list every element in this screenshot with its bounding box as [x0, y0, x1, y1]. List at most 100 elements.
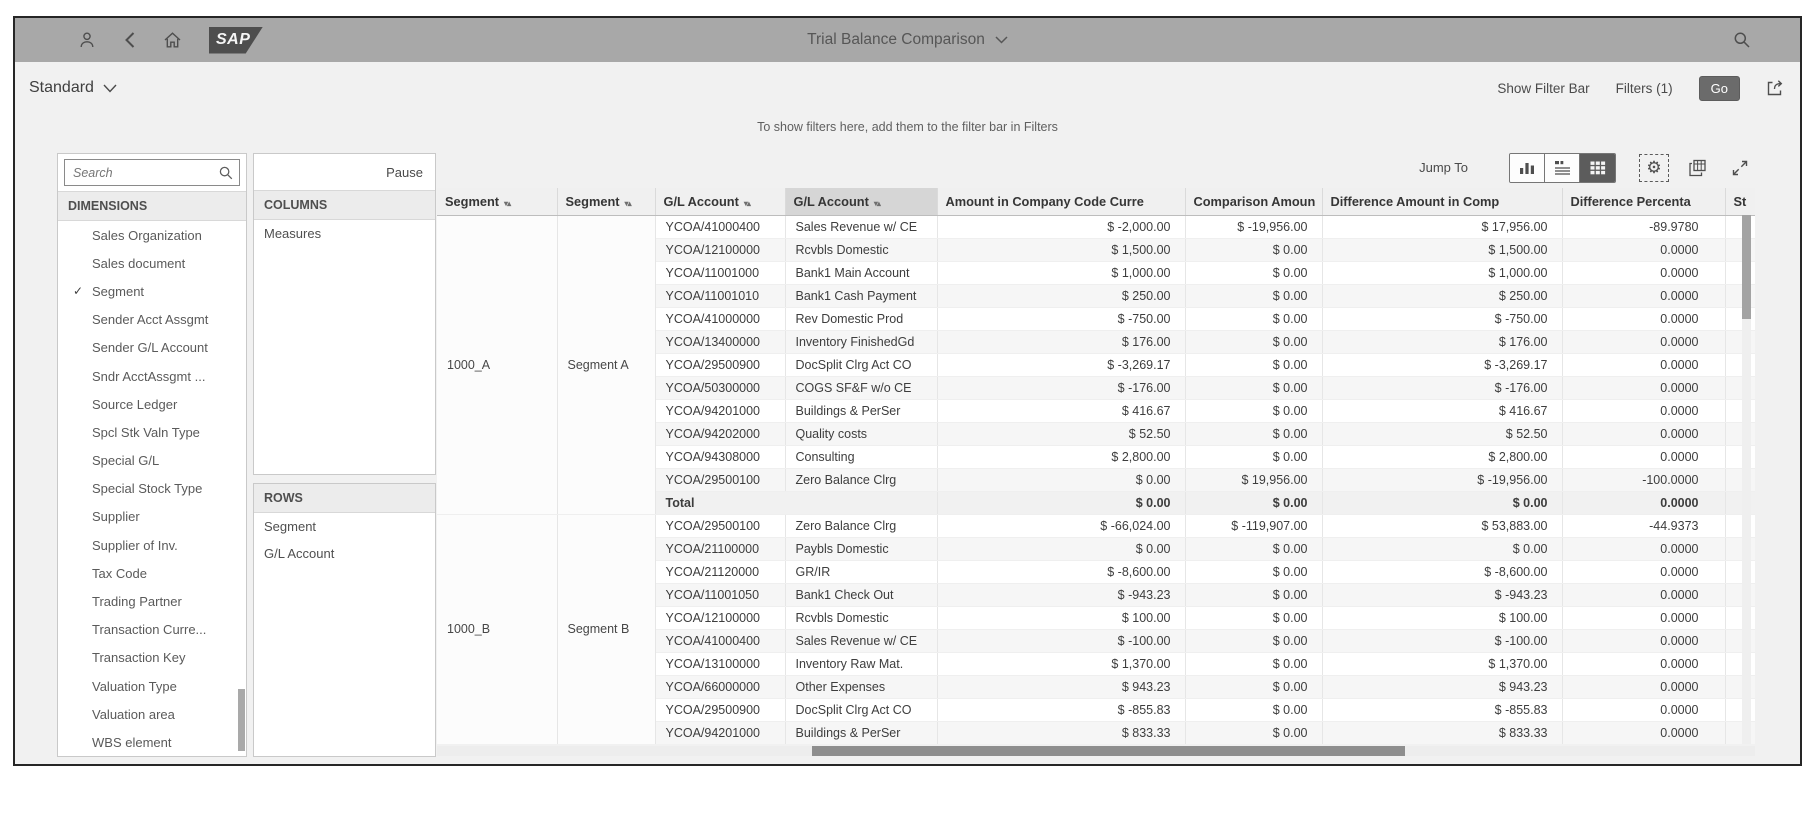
- amount-cell[interactable]: $ -750.00: [937, 307, 1186, 331]
- gl-account-code-cell[interactable]: YCOA/11001010: [655, 284, 786, 308]
- amount-cell[interactable]: $ 52.50: [937, 422, 1186, 446]
- difference-amount-cell[interactable]: $ 1,000.00: [1322, 261, 1563, 285]
- amount-cell[interactable]: $ 2,800.00: [937, 445, 1186, 469]
- dimension-search-input[interactable]: Search: [64, 159, 240, 186]
- difference-amount-cell[interactable]: $ 0.00: [1322, 537, 1563, 561]
- gl-account-name-cell[interactable]: Bank1 Main Account: [785, 261, 938, 285]
- gl-account-name-cell[interactable]: Sales Revenue w/ CE: [785, 215, 938, 239]
- difference-percentage-cell[interactable]: 0.0000: [1562, 560, 1726, 584]
- home-icon[interactable]: [162, 30, 183, 50]
- comparison-amount-cell[interactable]: $ 0.00: [1185, 238, 1323, 262]
- gl-account-name-cell[interactable]: Buildings & PerSer: [785, 721, 938, 744]
- amount-cell[interactable]: $ 943.23: [937, 675, 1186, 699]
- difference-amount-cell[interactable]: $ 100.00: [1322, 606, 1563, 630]
- difference-amount-cell[interactable]: $ -8,600.00: [1322, 560, 1563, 584]
- column-header[interactable]: Amount in Company Code Curre: [937, 188, 1186, 216]
- difference-percentage-cell[interactable]: 0.0000: [1562, 583, 1726, 607]
- filters-link[interactable]: Filters (1): [1615, 80, 1673, 96]
- difference-percentage-cell[interactable]: 0.0000: [1562, 445, 1726, 469]
- dimension-item[interactable]: Sndr AcctAssgmt ...: [58, 362, 246, 390]
- fullscreen-button[interactable]: [1725, 154, 1755, 182]
- gl-account-code-cell[interactable]: YCOA/94201000: [655, 721, 786, 744]
- amount-cell[interactable]: $ -176.00: [937, 376, 1186, 400]
- jump-to-button[interactable]: Jump To: [1419, 160, 1468, 175]
- gl-account-name-cell[interactable]: Paybls Domestic: [785, 537, 938, 561]
- share-icon[interactable]: [1766, 79, 1784, 97]
- gl-account-code-cell[interactable]: YCOA/12100000: [655, 238, 786, 262]
- amount-cell[interactable]: $ -3,269.17: [937, 353, 1186, 377]
- difference-percentage-cell[interactable]: 0.0000: [1562, 376, 1726, 400]
- columns-list-item[interactable]: Measures: [264, 226, 322, 241]
- difference-percentage-cell[interactable]: 0.0000: [1562, 238, 1726, 262]
- difference-amount-cell[interactable]: $ 17,956.00: [1322, 215, 1563, 239]
- dimension-item[interactable]: Sender Acct Assgmt: [58, 306, 246, 334]
- column-header[interactable]: Difference Amount in Comp: [1322, 188, 1563, 216]
- gl-account-code-cell[interactable]: YCOA/41000400: [655, 215, 786, 239]
- gl-account-name-cell[interactable]: DocSplit Clrg Act CO: [785, 698, 938, 722]
- difference-amount-cell[interactable]: $ -100.00: [1322, 629, 1563, 653]
- variant-selector[interactable]: Standard: [29, 79, 117, 97]
- difference-percentage-cell[interactable]: 0.0000: [1562, 721, 1726, 744]
- gl-account-code-cell[interactable]: YCOA/50300000: [655, 376, 786, 400]
- amount-cell[interactable]: $ -66,024.00: [937, 513, 1186, 538]
- amount-cell[interactable]: $ 176.00: [937, 330, 1186, 354]
- amount-cell[interactable]: $ 250.00: [937, 284, 1186, 308]
- column-header[interactable]: Segment ▾▴: [437, 188, 558, 216]
- gl-account-code-cell[interactable]: YCOA/29500900: [655, 353, 786, 377]
- dimension-item[interactable]: Sales document: [58, 249, 246, 277]
- gl-account-name-cell[interactable]: Sales Revenue w/ CE: [785, 629, 938, 653]
- gl-account-name-cell[interactable]: Zero Balance Clrg: [785, 513, 938, 538]
- gl-account-name-cell[interactable]: COGS SF&F w/o CE: [785, 376, 938, 400]
- difference-percentage-cell[interactable]: -44.9373: [1562, 513, 1726, 538]
- table-scrollbar-thumb[interactable]: [1742, 215, 1751, 319]
- comparison-amount-cell[interactable]: $ 0.00: [1185, 261, 1323, 285]
- user-icon[interactable]: [77, 30, 97, 50]
- comparison-amount-cell[interactable]: $ 0.00: [1185, 606, 1323, 630]
- difference-amount-cell[interactable]: $ 2,800.00: [1322, 445, 1563, 469]
- column-header[interactable]: G/L Account ▾▴: [785, 188, 938, 216]
- total-label-cell[interactable]: Total: [655, 491, 938, 515]
- show-filter-bar-link[interactable]: Show Filter Bar: [1497, 80, 1590, 96]
- gl-account-name-cell[interactable]: Buildings & PerSer: [785, 399, 938, 423]
- comparison-amount-cell[interactable]: $ 0.00: [1185, 307, 1323, 331]
- difference-amount-cell[interactable]: $ 250.00: [1322, 284, 1563, 308]
- column-header[interactable]: Segment ▾▴: [557, 188, 656, 216]
- comparison-amount-cell[interactable]: $ 0.00: [1185, 353, 1323, 377]
- difference-percentage-cell[interactable]: 0.0000: [1562, 652, 1726, 676]
- amount-cell[interactable]: $ 0.00: [937, 468, 1186, 492]
- comparison-amount-cell[interactable]: $ 0.00: [1185, 284, 1323, 308]
- difference-percentage-cell[interactable]: 0.0000: [1562, 330, 1726, 354]
- comparison-amount-cell[interactable]: $ 0.00: [1185, 583, 1323, 607]
- difference-percentage-cell[interactable]: 0.0000: [1562, 491, 1726, 515]
- gl-account-code-cell[interactable]: YCOA/29500100: [655, 468, 786, 492]
- difference-amount-cell[interactable]: $ -3,269.17: [1322, 353, 1563, 377]
- gl-account-name-cell[interactable]: Inventory FinishedGd: [785, 330, 938, 354]
- dimension-item[interactable]: Trading Partner: [58, 587, 246, 615]
- gl-account-name-cell[interactable]: GR/IR: [785, 560, 938, 584]
- difference-percentage-cell[interactable]: 0.0000: [1562, 629, 1726, 653]
- go-button[interactable]: Go: [1698, 75, 1740, 101]
- chart-table-view-button[interactable]: [1545, 153, 1580, 182]
- difference-amount-cell[interactable]: $ -750.00: [1322, 307, 1563, 331]
- difference-percentage-cell[interactable]: 0.0000: [1562, 261, 1726, 285]
- comparison-amount-cell[interactable]: $ 0.00: [1185, 491, 1323, 515]
- dimension-item[interactable]: ✓ Segment: [58, 277, 246, 305]
- difference-amount-cell[interactable]: $ -19,956.00: [1322, 468, 1563, 492]
- bar-chart-view-button[interactable]: [1510, 153, 1545, 182]
- segment-code-cell[interactable]: 1000_A: [437, 215, 558, 515]
- gl-account-code-cell[interactable]: YCOA/21120000: [655, 560, 786, 584]
- comparison-amount-cell[interactable]: $ 0.00: [1185, 721, 1323, 744]
- gl-account-name-cell[interactable]: Inventory Raw Mat.: [785, 652, 938, 676]
- difference-amount-cell[interactable]: $ -943.23: [1322, 583, 1563, 607]
- gl-account-code-cell[interactable]: YCOA/13100000: [655, 652, 786, 676]
- search-icon[interactable]: [218, 165, 234, 181]
- gl-account-code-cell[interactable]: YCOA/29500900: [655, 698, 786, 722]
- difference-amount-cell[interactable]: $ 53,883.00: [1322, 513, 1563, 538]
- difference-percentage-cell[interactable]: 0.0000: [1562, 307, 1726, 331]
- comparison-amount-cell[interactable]: $ 19,956.00: [1185, 468, 1323, 492]
- amount-cell[interactable]: $ 0.00: [937, 491, 1186, 515]
- amount-cell[interactable]: $ -2,000.00: [937, 215, 1186, 239]
- gl-account-name-cell[interactable]: Quality costs: [785, 422, 938, 446]
- dimension-item[interactable]: Supplier of Inv.: [58, 531, 246, 559]
- difference-percentage-cell[interactable]: 0.0000: [1562, 399, 1726, 423]
